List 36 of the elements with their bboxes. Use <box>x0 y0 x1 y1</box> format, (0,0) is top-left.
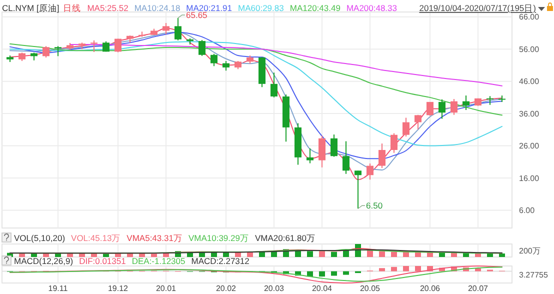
chart-subtitle: 日线 <box>63 3 82 13</box>
text: MA60:29.83 <box>238 3 284 13</box>
x-tick-label: 20.04 <box>312 284 333 293</box>
chart-title: VOL(5,10,20) <box>14 233 66 243</box>
series-label: VMA20:61.80万 <box>254 233 316 243</box>
y-tick-label: 46.00 <box>519 77 540 86</box>
chart-title: MACD(12,26,9) <box>14 256 74 266</box>
text: MA5:25.52 <box>87 3 129 13</box>
x-tick-label: 20.01 <box>156 284 177 293</box>
x-tick-label: 20.03 <box>264 284 285 293</box>
text: MA120:43.49 <box>290 3 341 13</box>
series-label: VOL:45.13万 <box>71 233 121 243</box>
y-tick-label: 6.00 <box>519 206 536 216</box>
x-tick-label: 19.12 <box>108 284 129 293</box>
x-tick-label: 20.02 <box>216 284 237 293</box>
chart-title: CL.NYM [原油] <box>2 3 60 13</box>
series-label: DIF:0.01351 <box>79 256 126 266</box>
series-label: MACD:2.27312 <box>191 256 250 266</box>
y-tick-label: 26.00 <box>519 142 540 151</box>
y-tick-label: 56.00 <box>519 44 540 54</box>
y-tick-label: 16.00 <box>519 174 540 183</box>
x-tick-label: 19.11 <box>48 284 68 293</box>
text: MA200:48.33 <box>346 3 398 13</box>
y-tick-label: 66.00 <box>519 12 540 22</box>
annotation: 2019/10/04-2020/07/17(195日) <box>419 3 536 13</box>
x-tick-label: 20.07 <box>468 284 489 293</box>
text: MA10:24.18 <box>134 3 180 13</box>
text: 3.27755 <box>519 270 548 280</box>
x-tick-label: 20.05 <box>360 284 381 293</box>
series-label: VMA10:39.29万 <box>188 233 249 243</box>
x-tick-label: 20.06 <box>420 284 441 293</box>
series-label: DEA:-1.12305 <box>132 256 186 266</box>
annotation: 6.50 <box>366 200 383 211</box>
y-tick-label: 36.00 <box>519 109 540 118</box>
text: 200万 <box>519 246 540 256</box>
series-label: VMA5:43.31万 <box>126 233 182 243</box>
